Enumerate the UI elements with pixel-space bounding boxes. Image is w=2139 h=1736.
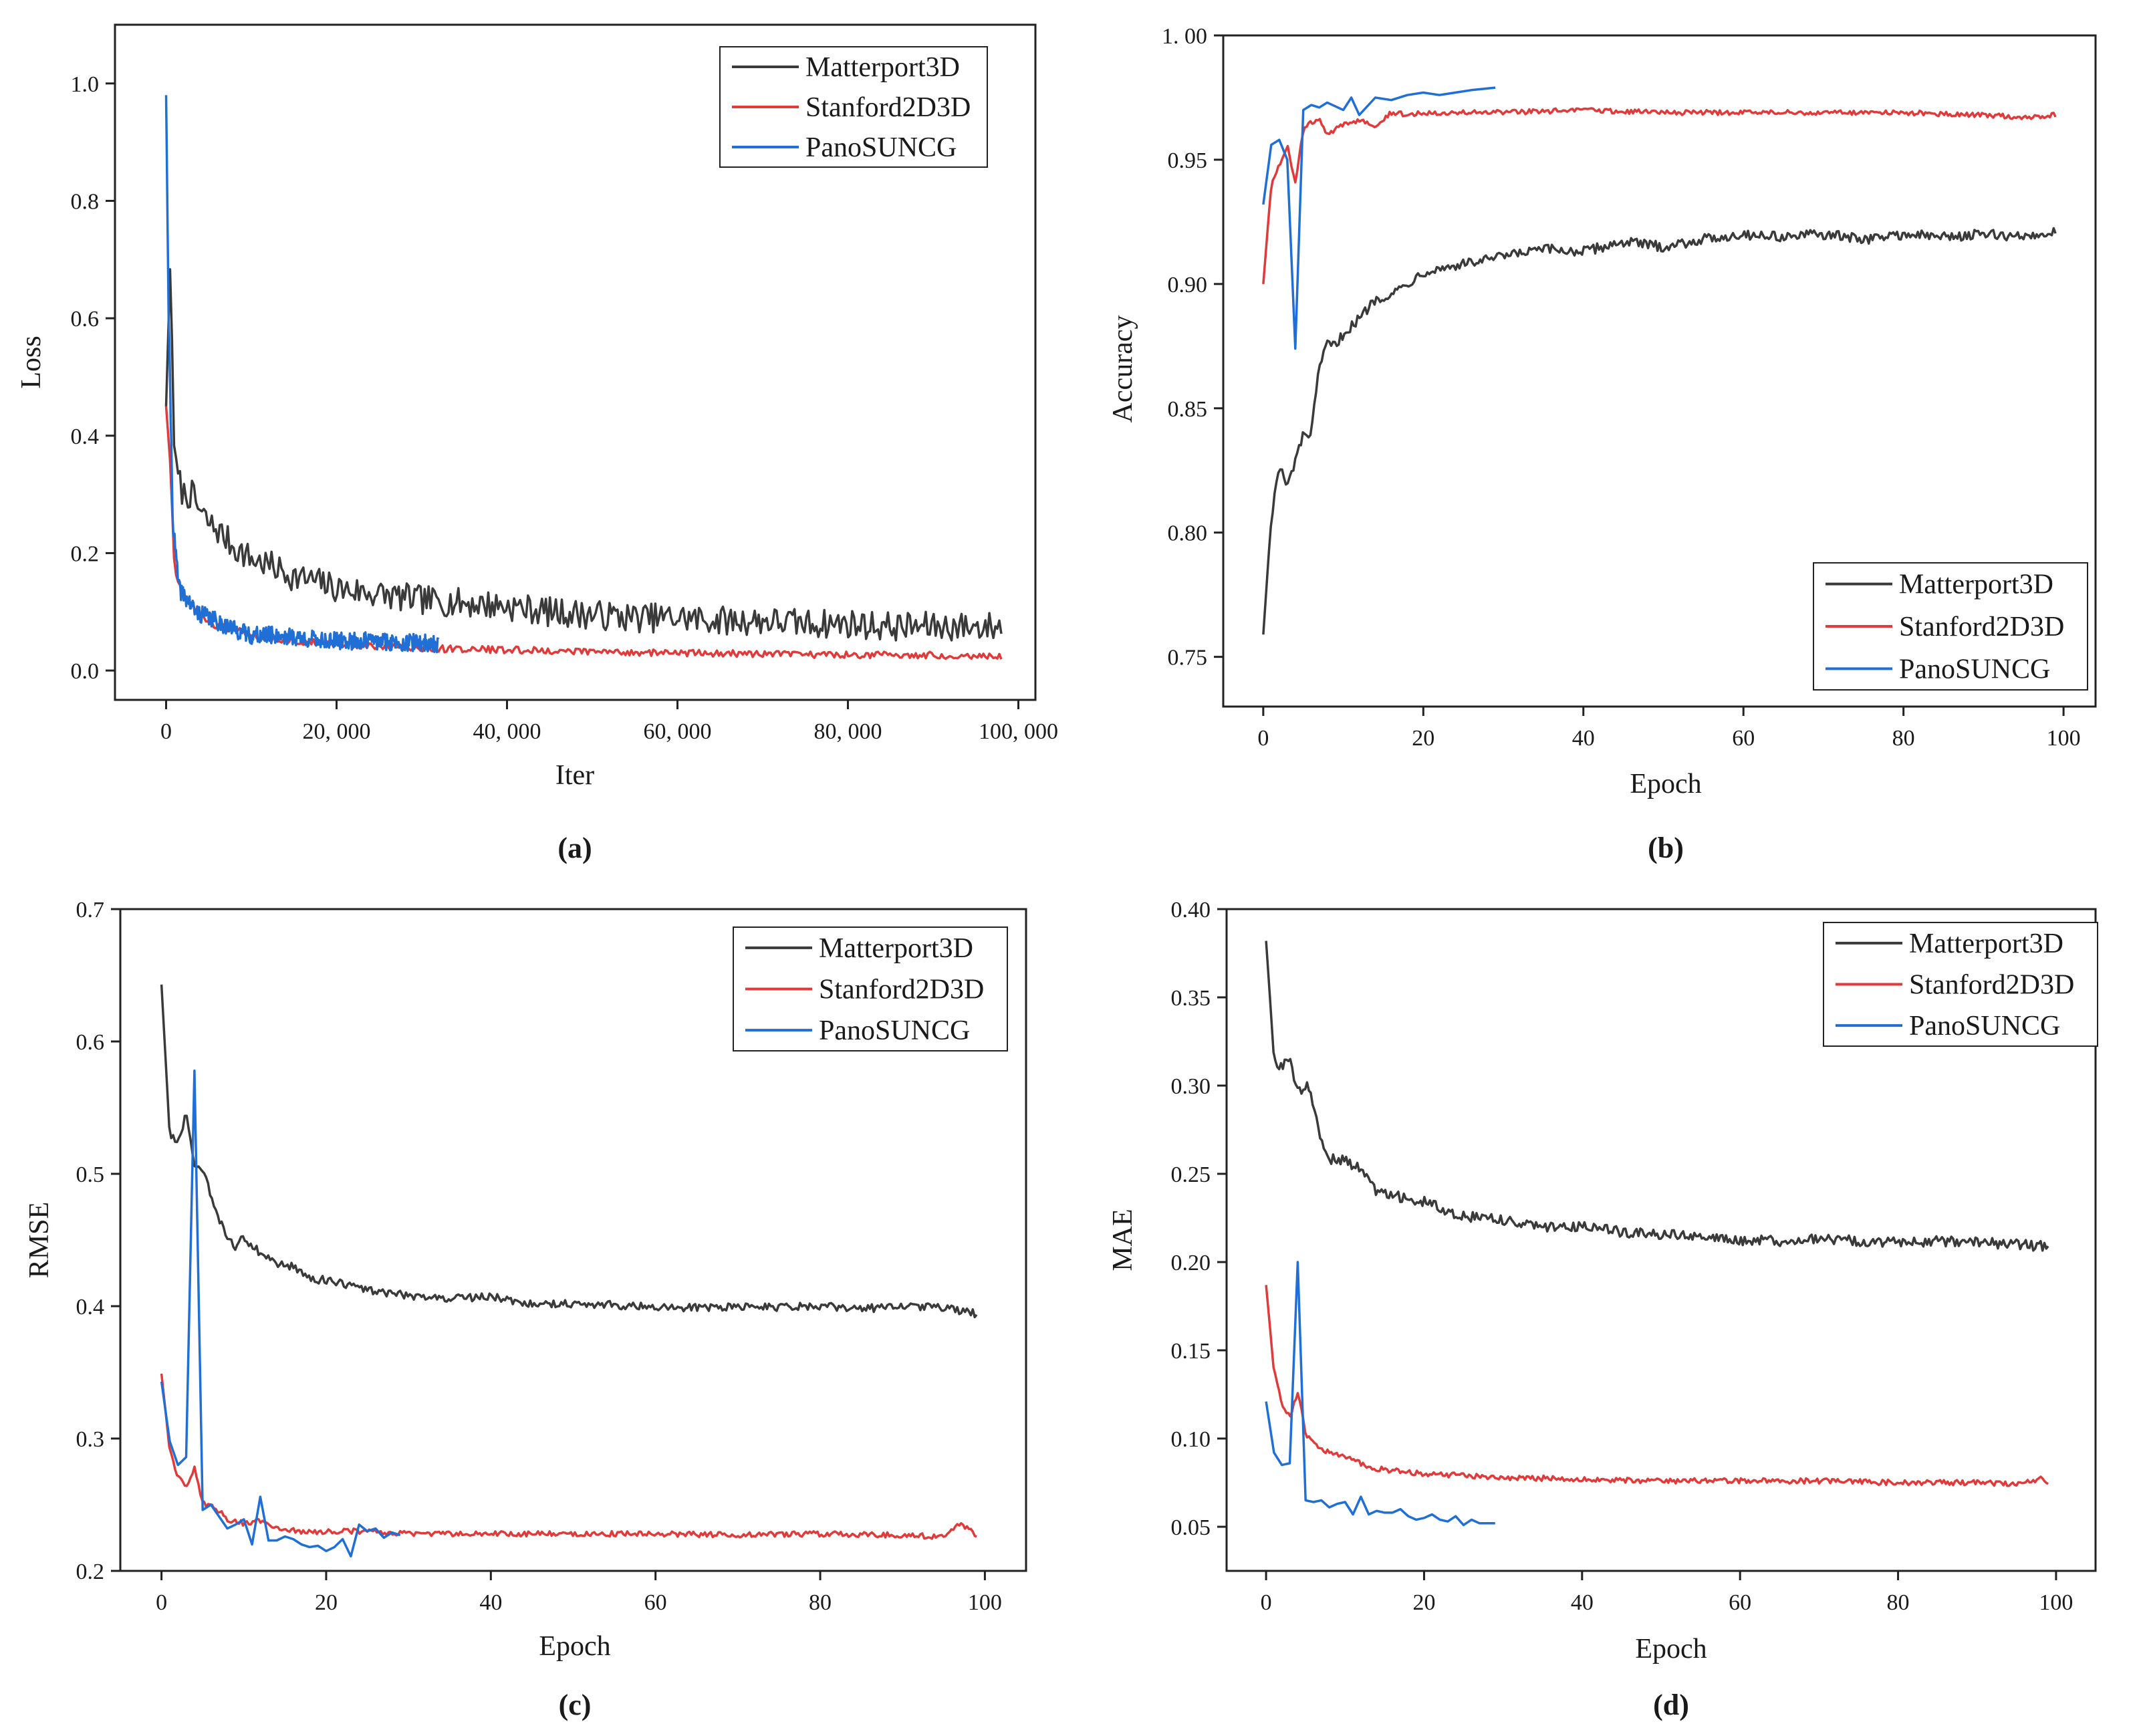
series-line-panosuncg [1265,1261,1495,1527]
panel-caption: (c) [559,1689,592,1721]
x-axis-label: Epoch [1630,769,1701,799]
x-tick-label: 40, 000 [473,719,541,744]
legend-label: Stanford2D3D [1899,612,2064,642]
x-axis-label: Iter [555,760,594,791]
legend-label: PanoSUNCG [805,132,957,163]
x-tick-label: 40 [479,1590,502,1615]
panel-caption: (b) [1648,832,1684,864]
legend: Matterport3D Stanford2D3D PanoSUNCG [1823,922,2098,1047]
x-tick-label: 100, 000 [979,719,1058,744]
legend-label: Matterport3D [819,933,973,964]
plot-frame [119,908,1027,1572]
panel-b-accuracy: Accuracy Epoch (b) 0 20 40 60 80 100 0.75 0.80 0… [1108,24,2097,864]
y-tick-label: 0.40 [1171,898,1211,922]
y-tick-label: 0.10 [1171,1427,1211,1452]
y-tick-label: 0.15 [1171,1339,1211,1364]
y-tick-label: 1. 00 [1162,24,1207,49]
series-line-panosuncg [160,1069,401,1558]
x-axis-label: Epoch [539,1631,610,1662]
x-tick-label: 20 [1412,726,1434,751]
legend-label: PanoSUNCG [819,1015,970,1046]
legend: Matterport3D Stanford2D3D PanoSUNCG [733,926,1008,1051]
y-axis-label: Loss [16,336,47,388]
series-line-stanford2d3d [160,1373,977,1540]
y-tick-label: 0.80 [1168,521,1208,546]
y-tick-label: 0.5 [76,1162,105,1187]
y-tick-label: 0.6 [76,1030,105,1055]
y-axis-label: RMSE [24,1202,55,1278]
x-tick-label: 80, 000 [814,719,882,744]
y-tick-label: 0.2 [76,1560,105,1584]
y-tick-label: 0.20 [1171,1251,1211,1275]
x-tick-label: 80 [809,1590,832,1615]
x-tick-label: 20 [1412,1590,1435,1615]
y-tick-label: 0.75 [1168,646,1208,670]
y-tick-label: 0.90 [1168,273,1208,297]
legend: Matterport3D Stanford2D3D PanoSUNCG [1813,562,2088,691]
x-tick-label: 100 [968,1590,1002,1615]
x-tick-label: 60 [1732,726,1755,751]
y-tick-label: 0.95 [1168,148,1208,173]
y-tick-label: 0.3 [76,1427,105,1452]
y-tick-label: 0.7 [76,898,105,922]
y-axis-label: Accuracy [1108,316,1138,423]
series-line-matterport3d [164,268,1003,642]
x-tick-label: 20 [315,1590,338,1615]
series-line-stanford2d3d [1265,1285,2049,1487]
panel-caption: (a) [557,832,592,864]
x-tick-label: 100 [2039,1590,2073,1615]
y-tick-label: 0.2 [71,541,100,566]
panel-a-loss: Loss Iter (a) 0 20, 000 40, 000 60, 000 80, … [16,23,1058,864]
x-tick-label: 80 [1892,726,1915,751]
y-tick-label: 0.6 [71,307,100,332]
x-tick-label: 60 [644,1590,667,1615]
x-axis-label: Epoch [1635,1634,1707,1664]
series-line-matterport3d [160,984,978,1319]
x-tick-label: 60, 000 [644,719,712,744]
plot-frame [114,23,1037,701]
panel-caption: (d) [1653,1689,1689,1721]
legend-label: Stanford2D3D [805,92,971,123]
plot-frame [1225,908,2097,1572]
x-tick-label: 0 [160,719,172,744]
y-tick-label: 0.05 [1171,1515,1211,1540]
panel-c-rmse: RMSE Epoch (c) 0 20 40 60 80 100 0.2 0.3 0.4 0.5 0… [24,898,1027,1721]
legend-label: Matterport3D [1899,570,2053,600]
x-tick-label: 40 [1572,726,1595,751]
y-tick-label: 0.8 [71,189,100,214]
y-tick-label: 0.30 [1171,1074,1211,1099]
panel-d-mae: MAE Epoch (d) 0 20 40 60 80 100 0.05 0.10 0.15 0.… [1108,898,2098,1721]
legend-label: Stanford2D3D [819,975,984,1005]
plot-frame [1222,34,2097,708]
series-line-matterport3d [1265,941,2049,1252]
x-tick-label: 0 [156,1590,167,1615]
y-tick-label: 0.35 [1171,986,1211,1011]
y-tick-label: 0.85 [1168,397,1208,422]
y-tick-label: 1.0 [71,72,100,97]
x-tick-label: 100 [2047,726,2081,751]
legend-label: PanoSUNCG [1899,654,2050,685]
legend: Matterport3D Stanford2D3D PanoSUNCG [719,46,988,168]
legend-label: Matterport3D [1909,928,2063,959]
series-line-panosuncg [1262,86,1496,350]
y-tick-label: 0.0 [71,659,100,684]
series-line-matterport3d [1262,227,2057,635]
legend-label: Stanford2D3D [1909,970,2074,1001]
x-tick-label: 20, 000 [303,719,371,744]
x-tick-label: 80 [1887,1590,1910,1615]
series-line-panosuncg [164,95,440,654]
y-tick-label: 0.4 [76,1295,105,1320]
y-tick-label: 0.25 [1171,1162,1211,1187]
x-tick-label: 0 [1257,726,1269,751]
x-tick-label: 60 [1729,1590,1751,1615]
legend-label: Matterport3D [805,52,960,83]
series-line-stanford2d3d [1262,107,2057,285]
x-tick-label: 40 [1571,1590,1594,1615]
y-tick-label: 0.4 [71,424,100,449]
x-tick-label: 0 [1261,1590,1272,1615]
legend-label: PanoSUNCG [1909,1011,2060,1041]
y-axis-label: MAE [1108,1209,1138,1271]
